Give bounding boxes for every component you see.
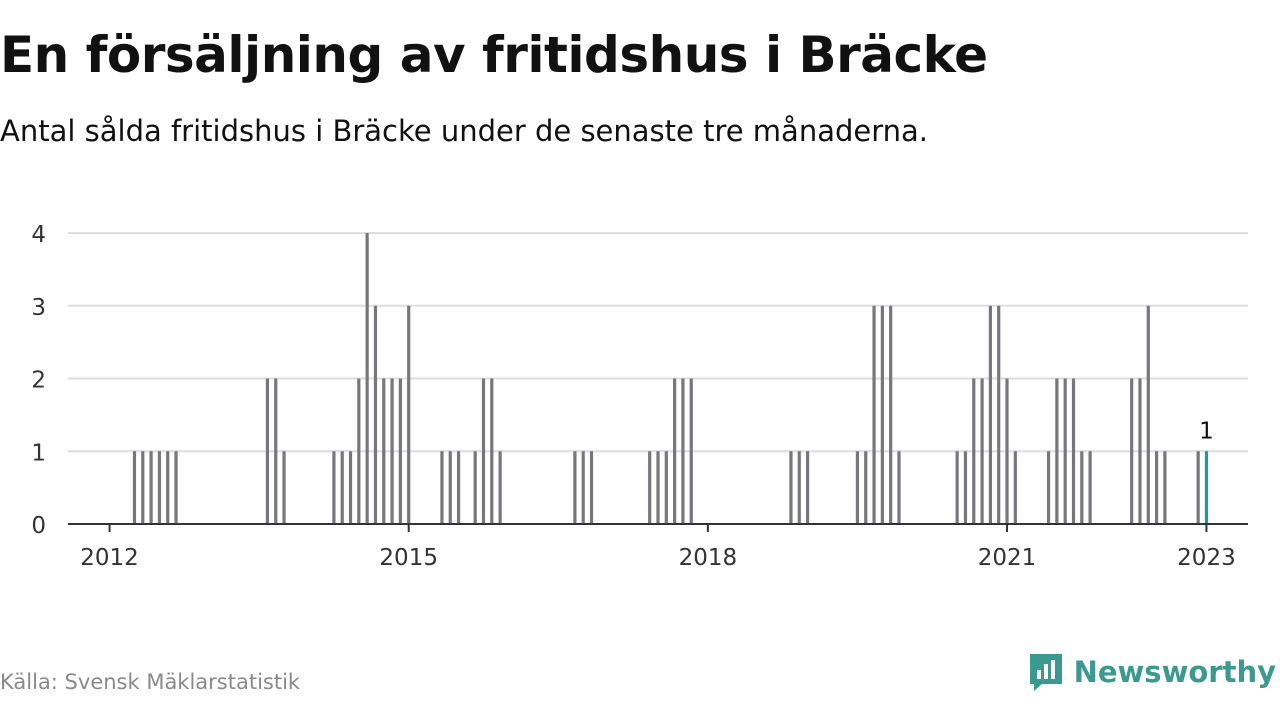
bar: [689, 378, 693, 524]
bar: [390, 378, 394, 524]
bar: [1088, 451, 1092, 524]
x-tick-label: 2012: [80, 545, 139, 571]
bar: [282, 451, 286, 524]
bar: [348, 451, 353, 524]
bar: [997, 305, 1001, 524]
bar: [648, 451, 652, 524]
bar: [673, 378, 677, 524]
bar: [872, 305, 876, 524]
bar-chart: 0 1 2 3 4 2012 2015 2018 2021 2023 1: [31, 222, 1248, 571]
bar: [132, 451, 137, 524]
bar: [490, 378, 494, 524]
data-label: 1: [1199, 418, 1214, 444]
bar: [382, 378, 386, 524]
bar: [1196, 451, 1200, 524]
bar: [1080, 451, 1084, 524]
bar: [589, 451, 594, 524]
brand-name: Newsworthy: [1073, 655, 1276, 689]
y-tick-label: 1: [31, 440, 46, 466]
bar: [265, 378, 270, 524]
bar: [440, 451, 444, 524]
bar: [1146, 305, 1150, 524]
bar: [1163, 451, 1167, 524]
bar: [174, 451, 178, 524]
bar: [664, 451, 668, 524]
bar: [456, 451, 461, 524]
chart-title: En försäljning av fritidshus i Bräcke: [0, 26, 988, 84]
bar: [481, 378, 486, 524]
bar: [365, 233, 369, 524]
bar: [473, 451, 477, 524]
bar: [141, 451, 145, 524]
bar: [988, 305, 992, 524]
y-tick-label: 4: [31, 222, 46, 248]
bar: [407, 305, 411, 524]
bar: [1063, 378, 1067, 524]
bar: [498, 451, 502, 524]
bar: [880, 305, 884, 524]
bar: [1013, 451, 1017, 524]
bar: [789, 451, 793, 524]
y-tick-label: 0: [31, 513, 46, 539]
bar: [864, 451, 868, 524]
source-note: Källa: Svensk Mäklarstatistik: [0, 670, 301, 694]
x-tick-label: 2023: [1177, 545, 1236, 571]
bar: [656, 451, 660, 524]
x-tick-label: 2015: [379, 545, 438, 571]
bar: [972, 378, 976, 524]
bar: [955, 451, 959, 524]
bar: [1130, 378, 1134, 524]
bar: [963, 451, 968, 524]
brand-logo[interactable]: Newsworthy: [1028, 652, 1276, 692]
bar: [897, 451, 901, 524]
bar: [274, 378, 278, 524]
y-tick-label: 2: [31, 368, 46, 394]
bar: [1046, 451, 1051, 524]
bar: [1005, 378, 1009, 524]
bar: [581, 451, 585, 524]
bar: [157, 451, 162, 524]
bar: [448, 451, 452, 524]
bar: [149, 451, 153, 524]
bar: [398, 378, 402, 524]
bar: [332, 451, 336, 524]
bar: [166, 451, 170, 524]
bar: [681, 378, 685, 524]
chart-subtitle: Antal sålda fritidshus i Bräcke under de…: [0, 114, 928, 148]
highlight-bar: [1204, 451, 1209, 524]
x-tick-label: 2018: [679, 545, 738, 571]
bar: [805, 451, 810, 524]
bar: [573, 451, 577, 524]
x-tick-label: 2021: [978, 545, 1037, 571]
bar: [980, 378, 984, 524]
bar: [889, 305, 893, 524]
newsworthy-logo-icon: [1029, 654, 1062, 691]
bar: [1071, 378, 1076, 524]
bar: [1154, 451, 1159, 524]
y-tick-label: 3: [31, 295, 46, 321]
bar: [1138, 378, 1142, 524]
bar: [357, 378, 361, 524]
bar: [855, 451, 860, 524]
bar: [373, 305, 378, 524]
bar: [340, 451, 344, 524]
bar: [1055, 378, 1059, 524]
bar: [797, 451, 801, 524]
